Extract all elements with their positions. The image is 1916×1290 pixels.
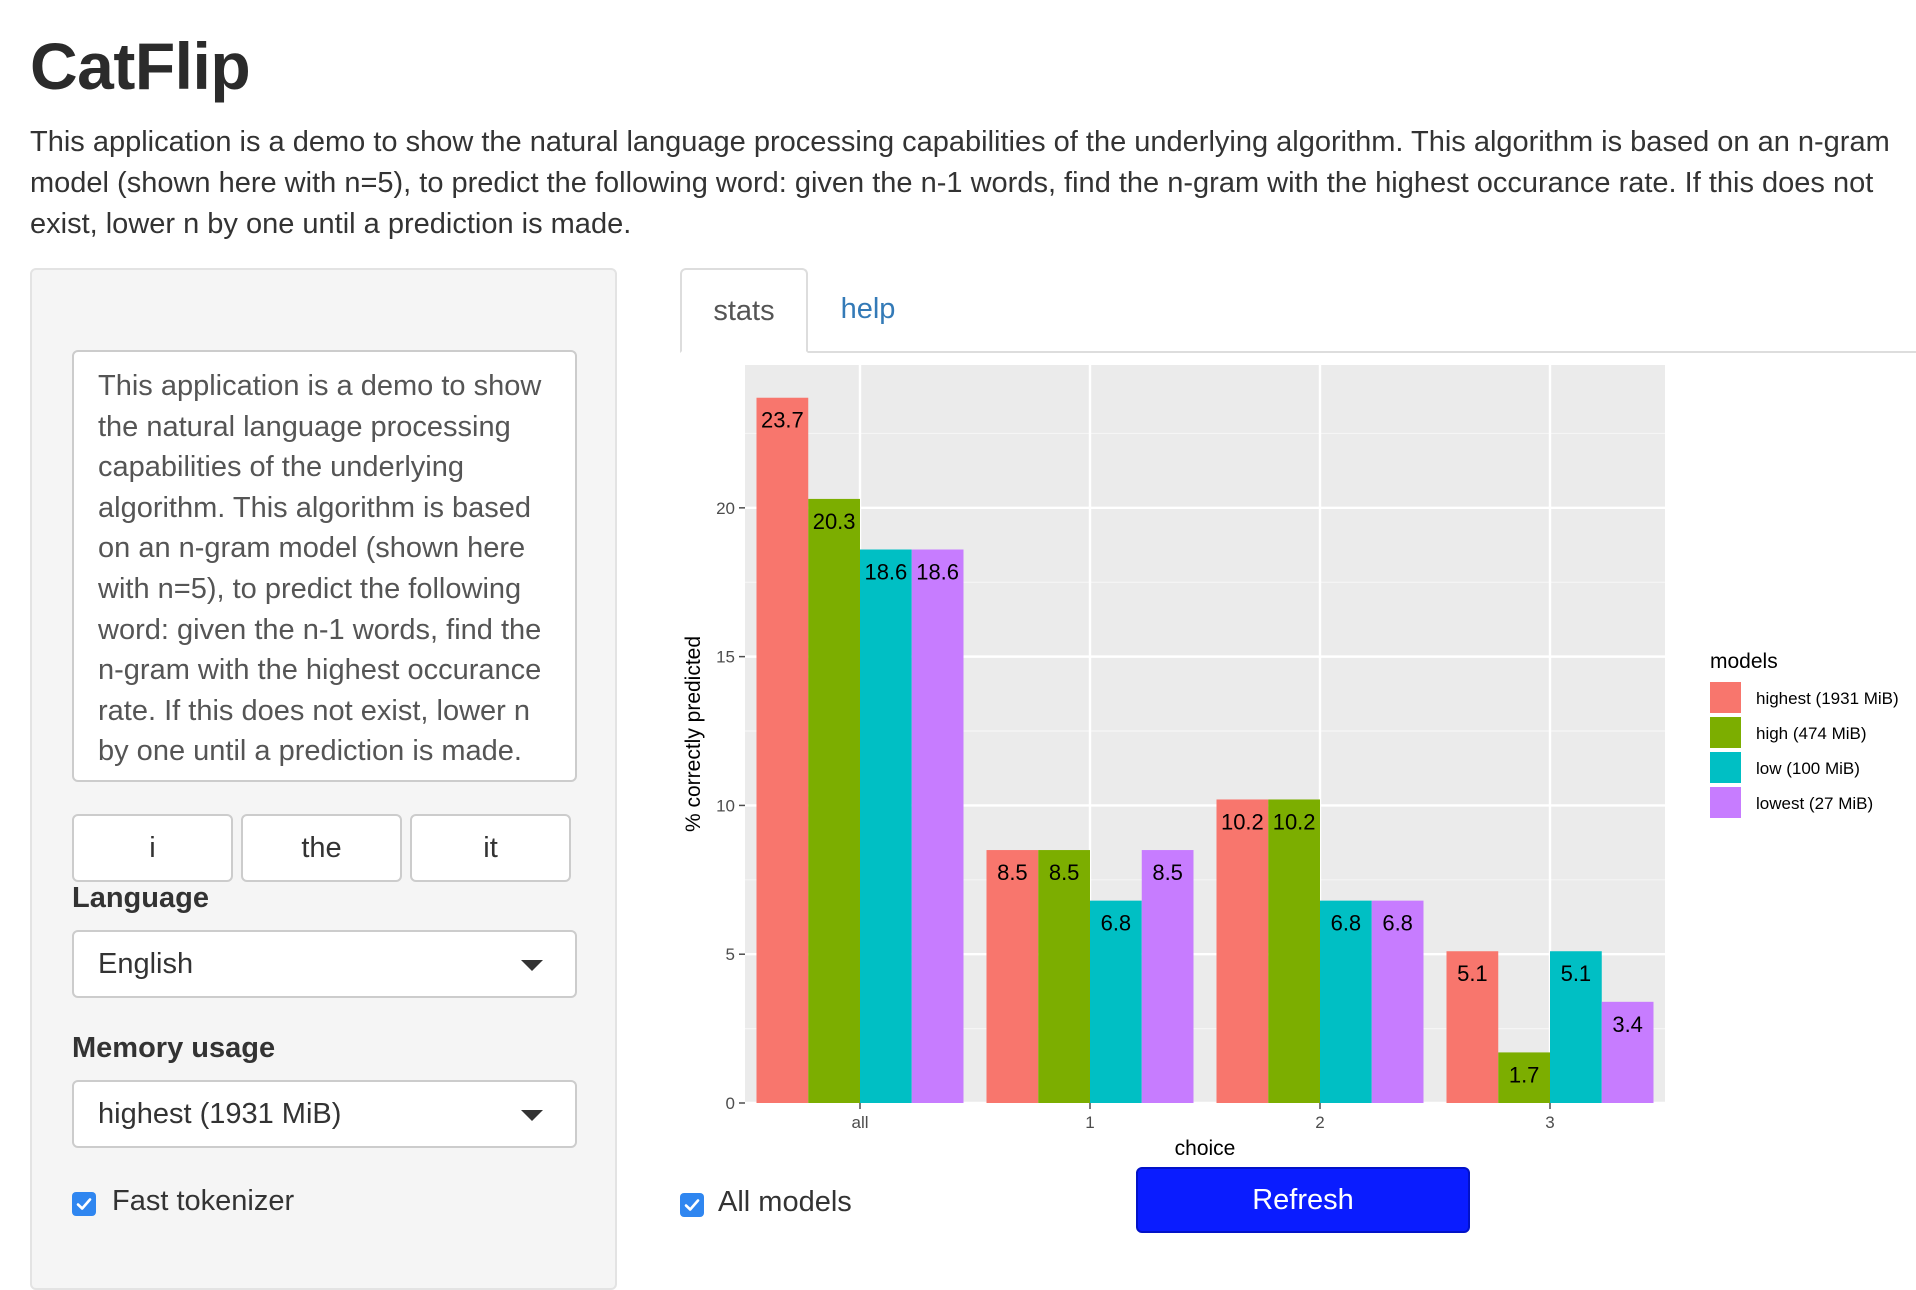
bar-value-label: 23.7 (761, 408, 804, 433)
tab-stats[interactable]: stats (680, 268, 808, 353)
memory-usage-select[interactable]: highest (1931 MiB) (72, 1080, 577, 1148)
x-tick-label: 1 (1085, 1113, 1094, 1132)
all-models-label: All models (718, 1186, 852, 1218)
y-tick-label: 20 (716, 499, 735, 518)
tab-bar-divider (680, 351, 1916, 353)
x-tick-label: 2 (1315, 1113, 1324, 1132)
bar (1141, 850, 1194, 1103)
bar (1320, 900, 1372, 1103)
app-description: This application is a demo to show the n… (30, 126, 1890, 240)
bar-value-label: 6.8 (1101, 911, 1132, 936)
memory-usage-select-value: highest (1931 MiB) (98, 1098, 342, 1130)
suggestion-button-2[interactable]: the (241, 814, 402, 882)
fast-tokenizer-label: Fast tokenizer (112, 1185, 295, 1217)
x-tick-label: 3 (1545, 1113, 1554, 1132)
chevron-down-icon (521, 1110, 543, 1121)
bar-value-label: 3.4 (1612, 1012, 1643, 1037)
bar-value-label: 5.1 (1457, 961, 1488, 986)
legend-key (1710, 717, 1741, 748)
memory-usage-label: Memory usage (72, 1032, 276, 1064)
bar (1090, 900, 1142, 1103)
bar (1601, 1001, 1654, 1103)
bar-value-label: 18.6 (864, 560, 907, 585)
y-tick-label: 0 (726, 1094, 735, 1113)
bar-value-label: 6.8 (1331, 911, 1362, 936)
y-tick-label: 5 (726, 945, 735, 964)
bar (1446, 951, 1499, 1103)
legend-key (1710, 787, 1741, 818)
legend-label: highest (1931 MiB) (1756, 689, 1899, 708)
language-label: Language (72, 882, 209, 914)
all-models-checkbox[interactable] (680, 1193, 704, 1217)
y-tick-label: 10 (716, 796, 735, 815)
refresh-button[interactable]: Refresh (1136, 1167, 1470, 1233)
bar (756, 397, 809, 1103)
x-axis-title: choice (1175, 1137, 1236, 1160)
legend-label: high (474 MiB) (1756, 724, 1867, 743)
bar (1038, 850, 1090, 1103)
bar (1498, 1052, 1550, 1103)
x-tick-label: all (851, 1113, 868, 1132)
legend-title: models (1710, 650, 1778, 673)
bar-value-label: 8.5 (997, 860, 1028, 885)
checkmark-icon (684, 1199, 700, 1211)
bar (986, 850, 1039, 1103)
bar-value-label: 1.7 (1509, 1062, 1540, 1087)
bar (860, 549, 912, 1103)
bar-value-label: 6.8 (1382, 911, 1413, 936)
bar-value-label: 10.2 (1273, 809, 1316, 834)
bar-value-label: 18.6 (916, 560, 959, 585)
chevron-down-icon (521, 960, 543, 971)
language-select[interactable]: English (72, 930, 577, 998)
text-input-area[interactable]: This application is a demo to show the n… (72, 350, 577, 782)
app-title: CatFlip (30, 29, 251, 103)
suggestion-button-1[interactable]: i (72, 814, 233, 882)
bar (1268, 799, 1320, 1103)
legend-key (1710, 682, 1741, 713)
language-select-value: English (98, 948, 194, 980)
bar-value-label: 20.3 (813, 509, 856, 534)
bar (1550, 951, 1602, 1103)
bar (808, 498, 860, 1104)
legend-key (1710, 752, 1741, 783)
fast-tokenizer-checkbox[interactable] (72, 1192, 96, 1216)
bar (911, 549, 964, 1103)
bar (1371, 900, 1424, 1103)
y-tick-label: 15 (716, 648, 735, 667)
bar-value-label: 8.5 (1049, 860, 1080, 885)
suggestion-button-3[interactable]: it (410, 814, 571, 882)
legend-label: low (100 MiB) (1756, 759, 1860, 778)
y-axis-title: % correctly predicted (682, 636, 705, 832)
bar-value-label: 8.5 (1152, 860, 1183, 885)
sidebar-panel: This application is a demo to show the n… (30, 268, 617, 1290)
tab-help[interactable]: help (840, 293, 896, 325)
bar-chart: 0 5 10 15 20 23.7 20.3 18.6 18.6 all 8.5 8.5 6.8 8.5 1… (682, 365, 1899, 1160)
bar-value-label: 5.1 (1561, 961, 1592, 986)
bar (1216, 799, 1269, 1103)
bar-value-label: 10.2 (1221, 809, 1264, 834)
legend-label: lowest (27 MiB) (1756, 794, 1873, 813)
checkmark-icon (76, 1198, 92, 1210)
